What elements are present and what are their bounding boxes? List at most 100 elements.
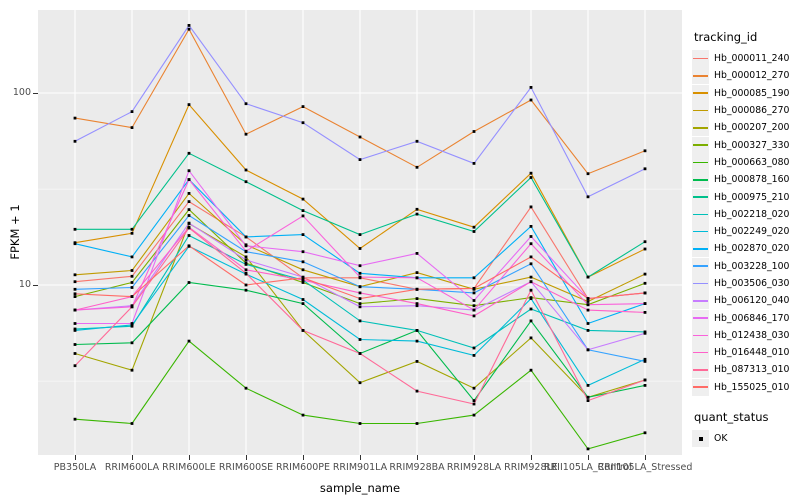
data-point xyxy=(301,233,305,236)
legend-key-swatch xyxy=(692,205,709,223)
data-point xyxy=(130,255,134,259)
data-point xyxy=(586,348,590,352)
series-color-line-icon xyxy=(693,75,708,77)
legend-item-label: Hb_087313_010 xyxy=(714,364,790,376)
data-point xyxy=(73,329,77,332)
data-point xyxy=(301,209,305,212)
legend-item-Hb_000012_270: Hb_000012_270 xyxy=(692,67,798,85)
data-point xyxy=(415,360,419,363)
series-color-line-icon xyxy=(693,317,708,319)
legend-item-Hb_006846_170: Hb_006846_170 xyxy=(692,309,798,327)
series-color-line-icon xyxy=(693,282,708,285)
data-point xyxy=(358,302,362,305)
series-color-line-icon xyxy=(693,144,708,146)
data-point xyxy=(301,329,305,332)
data-point xyxy=(130,274,134,278)
legend-item-Hb_000878_160: Hb_000878_160 xyxy=(692,171,798,189)
legend-key-swatch xyxy=(692,344,709,362)
data-point xyxy=(472,299,476,302)
data-point xyxy=(301,298,305,301)
x-tick-label: RRIM600LA xyxy=(104,462,160,473)
data-point xyxy=(187,192,191,195)
data-point xyxy=(73,139,77,143)
data-point xyxy=(73,417,77,421)
legend-item-label: Hb_000663_080 xyxy=(714,156,790,168)
data-point xyxy=(529,98,533,102)
data-point xyxy=(529,176,533,179)
data-point xyxy=(244,168,248,172)
data-point xyxy=(472,354,476,357)
legend-key-swatch xyxy=(692,136,709,154)
legend-item-label: Hb_000878_160 xyxy=(714,174,790,186)
data-point xyxy=(187,234,191,237)
series-color-line-icon xyxy=(693,213,708,216)
data-point xyxy=(586,447,590,451)
data-point xyxy=(472,287,476,290)
data-point xyxy=(529,275,533,279)
legend-item-label: Hb_003228_100 xyxy=(714,260,790,272)
data-point xyxy=(529,242,533,246)
series-color-line-icon xyxy=(693,386,708,389)
data-point xyxy=(358,352,362,355)
data-point xyxy=(472,230,476,233)
y-tick-mark xyxy=(33,284,38,286)
legend: tracking_id Hb_000011_240 Hb_000012_270 Hb… xyxy=(692,30,798,448)
data-point xyxy=(301,105,305,108)
legend-gap xyxy=(692,396,798,410)
data-point xyxy=(586,395,590,399)
data-point xyxy=(529,262,533,266)
data-point xyxy=(472,225,476,229)
data-point xyxy=(130,126,134,129)
series-color-line-icon xyxy=(693,109,708,112)
data-point xyxy=(415,271,419,274)
legend-item-label: OK xyxy=(714,433,728,445)
data-point xyxy=(415,302,419,305)
data-point xyxy=(301,250,305,254)
x-tick-mark xyxy=(531,455,532,460)
data-point xyxy=(130,305,134,309)
x-tick-label: RRII105LA_Stressed xyxy=(597,462,693,473)
series-color-line-icon xyxy=(693,300,708,302)
data-point xyxy=(472,314,476,318)
data-point xyxy=(358,285,362,289)
data-point xyxy=(472,130,476,133)
legend-item-label: Hb_002218_020 xyxy=(714,208,790,220)
x-tick-mark xyxy=(189,455,190,460)
data-point xyxy=(472,291,476,295)
legend-item-Hb_003506_030: Hb_003506_030 xyxy=(692,275,798,292)
data-point xyxy=(529,297,533,300)
legend-item-Hb_155025_010: Hb_155025_010 xyxy=(692,378,798,396)
legend-item-label: Hb_012438_030 xyxy=(714,329,790,341)
legend-key-swatch xyxy=(692,67,709,85)
data-point xyxy=(244,235,248,239)
legend-key-swatch xyxy=(692,119,709,137)
data-point xyxy=(529,280,533,284)
legend-item-label: Hb_002870_020 xyxy=(714,243,790,255)
legend-title-tracking-id: tracking_id xyxy=(694,30,758,44)
data-point xyxy=(358,135,362,139)
legend-item-Hb_087313_010: Hb_087313_010 xyxy=(692,361,798,379)
legend-item-quant-ok: OK xyxy=(692,430,798,448)
legend-item-Hb_016448_010: Hb_016448_010 xyxy=(692,344,798,362)
data-point xyxy=(358,247,362,250)
x-tick-mark xyxy=(474,455,475,460)
data-point xyxy=(187,103,191,106)
data-point xyxy=(472,413,476,417)
data-point xyxy=(529,255,533,259)
legend-key-swatch xyxy=(692,102,709,120)
legend-key-swatch xyxy=(692,326,709,344)
data-point xyxy=(415,252,419,255)
legend-item-Hb_000975_210: Hb_000975_210 xyxy=(692,188,798,206)
data-point xyxy=(643,357,647,361)
legend-item-Hb_000085_190: Hb_000085_190 xyxy=(692,84,798,102)
data-point xyxy=(643,240,647,244)
data-point xyxy=(358,271,362,275)
legend-item-Hb_006120_040: Hb_006120_040 xyxy=(692,292,798,310)
data-point xyxy=(187,178,191,181)
x-tick-mark xyxy=(132,455,133,460)
data-point xyxy=(586,297,590,300)
data-point xyxy=(529,368,533,372)
legend-item-label: Hb_006120_040 xyxy=(714,295,790,307)
data-point xyxy=(643,311,647,314)
data-point xyxy=(73,280,77,284)
